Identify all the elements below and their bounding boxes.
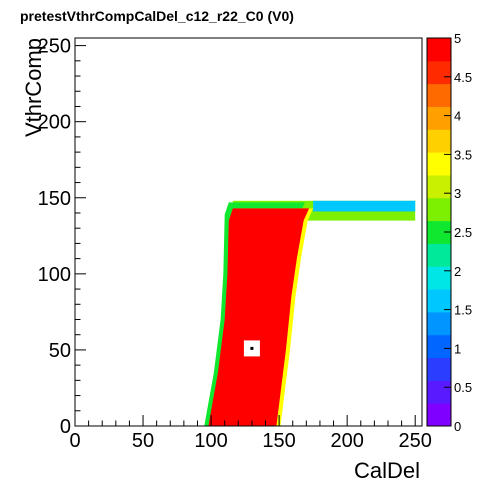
color-scale-swatch <box>427 289 451 313</box>
color-scale-swatch <box>427 334 451 359</box>
x-tick-label: 50 <box>132 430 154 452</box>
chart-title: pretestVthrCompCalDel_c12_r22_C0 (V0) <box>20 8 294 24</box>
full-efficiency-region <box>182 208 310 426</box>
empty-pixel-dot <box>250 346 254 350</box>
color-scale-swatch <box>427 357 451 381</box>
color-scale-swatch <box>427 174 451 199</box>
z-tick-label: 0 <box>454 419 461 434</box>
z-tick-label: 2 <box>454 264 461 279</box>
color-scale-swatch <box>427 380 451 404</box>
color-scale: 0 0.5 1 1.5 2 2.5 3 3.5 4 4.5 5 <box>426 31 472 434</box>
z-tick-label: 1 <box>454 341 461 356</box>
plateau-band-tail <box>313 200 416 212</box>
z-tick-label: 1.5 <box>454 303 472 318</box>
color-scale-swatch <box>427 243 451 267</box>
plot-frame <box>74 37 423 427</box>
color-scale-swatch <box>427 129 451 153</box>
x-tick-label: 100 <box>194 430 227 452</box>
z-tick-label: 3.5 <box>454 147 472 162</box>
color-scale-swatch <box>427 38 451 62</box>
heatmap-cells <box>178 200 416 426</box>
y-axis: 0 50 100 150 200 250 <box>38 36 86 438</box>
color-scale-swatch <box>427 197 451 222</box>
z-tick-label: 3 <box>454 186 461 201</box>
y-tick-label: 250 <box>38 36 71 58</box>
z-tick-label: 2.5 <box>454 225 472 240</box>
z-tick-label: 5 <box>454 31 461 46</box>
x-axis-title: CalDel <box>354 458 420 483</box>
x-axis: 0 50 100 150 200 250 <box>69 415 432 452</box>
color-scale-swatch <box>427 106 451 130</box>
z-tick-label: 4.5 <box>454 70 472 85</box>
x-tick-label: 150 <box>262 430 295 452</box>
color-scale-swatch <box>427 403 451 427</box>
x-tick-label: 0 <box>69 430 80 452</box>
y-axis-title: VthrComp <box>21 38 46 137</box>
color-scale-swatch <box>427 152 451 176</box>
plot-area <box>74 37 423 427</box>
y-tick-label: 200 <box>38 112 71 134</box>
color-scale-swatch <box>427 220 451 244</box>
z-tick-label: 0.5 <box>454 380 472 395</box>
color-scale-swatch <box>427 60 451 85</box>
x-tick-label: 200 <box>330 430 363 452</box>
color-scale-swatch <box>427 311 451 336</box>
y-tick-label: 150 <box>38 188 71 210</box>
x-tick-label: 250 <box>399 430 432 452</box>
z-tick-label: 4 <box>454 109 461 124</box>
color-scale-swatch <box>427 266 451 290</box>
y-tick-label: 50 <box>49 340 71 362</box>
y-tick-label: 0 <box>60 416 71 438</box>
y-tick-label: 100 <box>38 264 71 286</box>
color-scale-swatch <box>427 83 451 107</box>
